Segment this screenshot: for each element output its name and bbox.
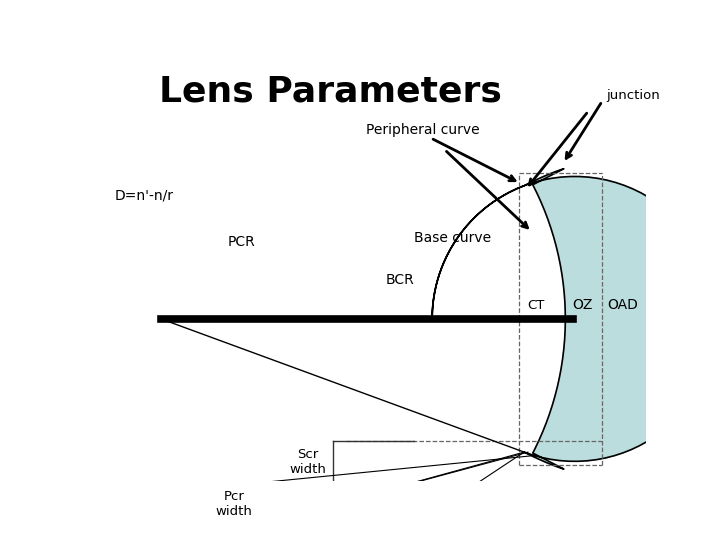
Text: Base curve: Base curve	[413, 231, 491, 245]
Text: CT: CT	[527, 299, 544, 312]
Text: PCR: PCR	[228, 235, 256, 249]
Text: OAD: OAD	[608, 298, 639, 312]
Text: Lens Parameters: Lens Parameters	[159, 75, 502, 109]
Text: OZ: OZ	[572, 298, 593, 312]
Text: BCR: BCR	[385, 273, 414, 287]
Text: Scr
width: Scr width	[289, 448, 326, 476]
Text: junction: junction	[606, 89, 660, 102]
Text: Pcr
width: Pcr width	[216, 490, 253, 518]
Text: Peripheral curve: Peripheral curve	[366, 123, 480, 137]
Polygon shape	[432, 168, 717, 469]
Text: D=n'-n/r: D=n'-n/r	[115, 188, 174, 202]
